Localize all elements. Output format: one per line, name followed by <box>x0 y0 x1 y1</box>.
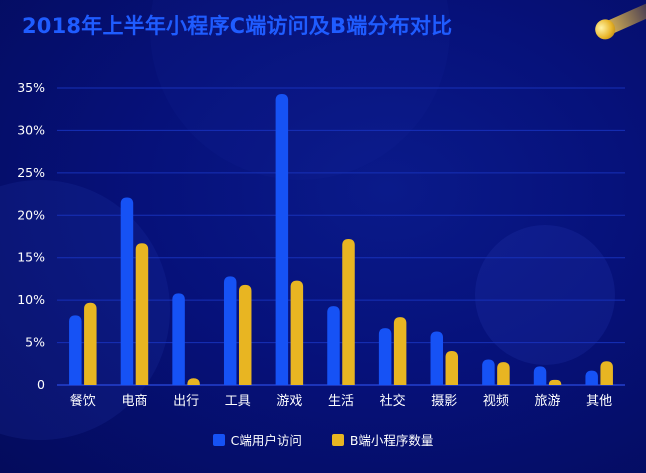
bar-c-visits[interactable] <box>275 93 289 385</box>
y-tick-label: 5% <box>25 335 45 350</box>
x-tick-label: 工具 <box>225 394 251 409</box>
y-tick-label: 0 <box>37 377 45 392</box>
bar-b-count[interactable] <box>393 317 407 385</box>
bar-c-visits[interactable] <box>327 306 340 385</box>
bar-b-count[interactable] <box>548 379 562 385</box>
x-tick-label: 旅游 <box>535 394 561 409</box>
bar-c-visits[interactable] <box>585 370 598 385</box>
x-tick-label: 摄影 <box>431 394 457 409</box>
bar-b-count[interactable] <box>445 351 459 385</box>
bar-b-count[interactable] <box>135 243 149 385</box>
y-tick-label: 30% <box>17 122 45 137</box>
y-tick-label: 15% <box>17 250 45 265</box>
legend-label-b: B端小程序数量 <box>349 433 434 448</box>
y-tick-label: 20% <box>17 207 45 222</box>
bar-b-count[interactable] <box>290 280 304 385</box>
x-tick-label: 游戏 <box>276 394 302 409</box>
bar-b-count[interactable] <box>238 284 252 385</box>
bar-b-count[interactable] <box>497 362 510 385</box>
legend-swatch-b <box>331 433 344 446</box>
legend-item-b[interactable]: B端小程序数量 <box>331 430 434 449</box>
x-tick-label: 餐饮 <box>70 393 96 409</box>
bar-c-visits[interactable] <box>378 328 392 385</box>
x-tick-label: 其他 <box>586 394 612 409</box>
bar-b-count[interactable] <box>187 378 200 385</box>
decorative-circle <box>475 225 615 365</box>
bar-c-visits[interactable] <box>430 331 444 385</box>
bar-b-count[interactable] <box>84 302 97 385</box>
bar-c-visits[interactable] <box>120 197 134 385</box>
y-tick-label: 25% <box>17 165 45 180</box>
bar-c-visits[interactable] <box>172 293 185 385</box>
legend-swatch-c <box>212 433 225 446</box>
x-tick-label: 视频 <box>483 394 509 409</box>
x-tick-label: 社交 <box>380 393 406 409</box>
bar-b-count[interactable] <box>342 239 355 385</box>
x-tick-label: 出行 <box>173 394 199 409</box>
chart-legend: C端用户访问 B端小程序数量 <box>0 430 646 449</box>
x-tick-label: 电商 <box>121 394 147 409</box>
chart-title: 2018年上半年小程序C端访问及B端分布对比 <box>22 14 453 38</box>
bar-c-visits[interactable] <box>482 359 495 385</box>
y-tick-label: 35% <box>17 80 45 95</box>
bar-b-count[interactable] <box>600 361 613 385</box>
bar-c-visits[interactable] <box>69 315 82 385</box>
bar-c-visits[interactable] <box>223 276 237 385</box>
x-tick-label: 生活 <box>328 394 354 409</box>
legend-label-c: C端用户访问 <box>230 433 302 448</box>
legend-item-c[interactable]: C端用户访问 <box>212 430 302 449</box>
bar-c-visits[interactable] <box>533 366 547 385</box>
y-tick-label: 10% <box>17 292 45 307</box>
